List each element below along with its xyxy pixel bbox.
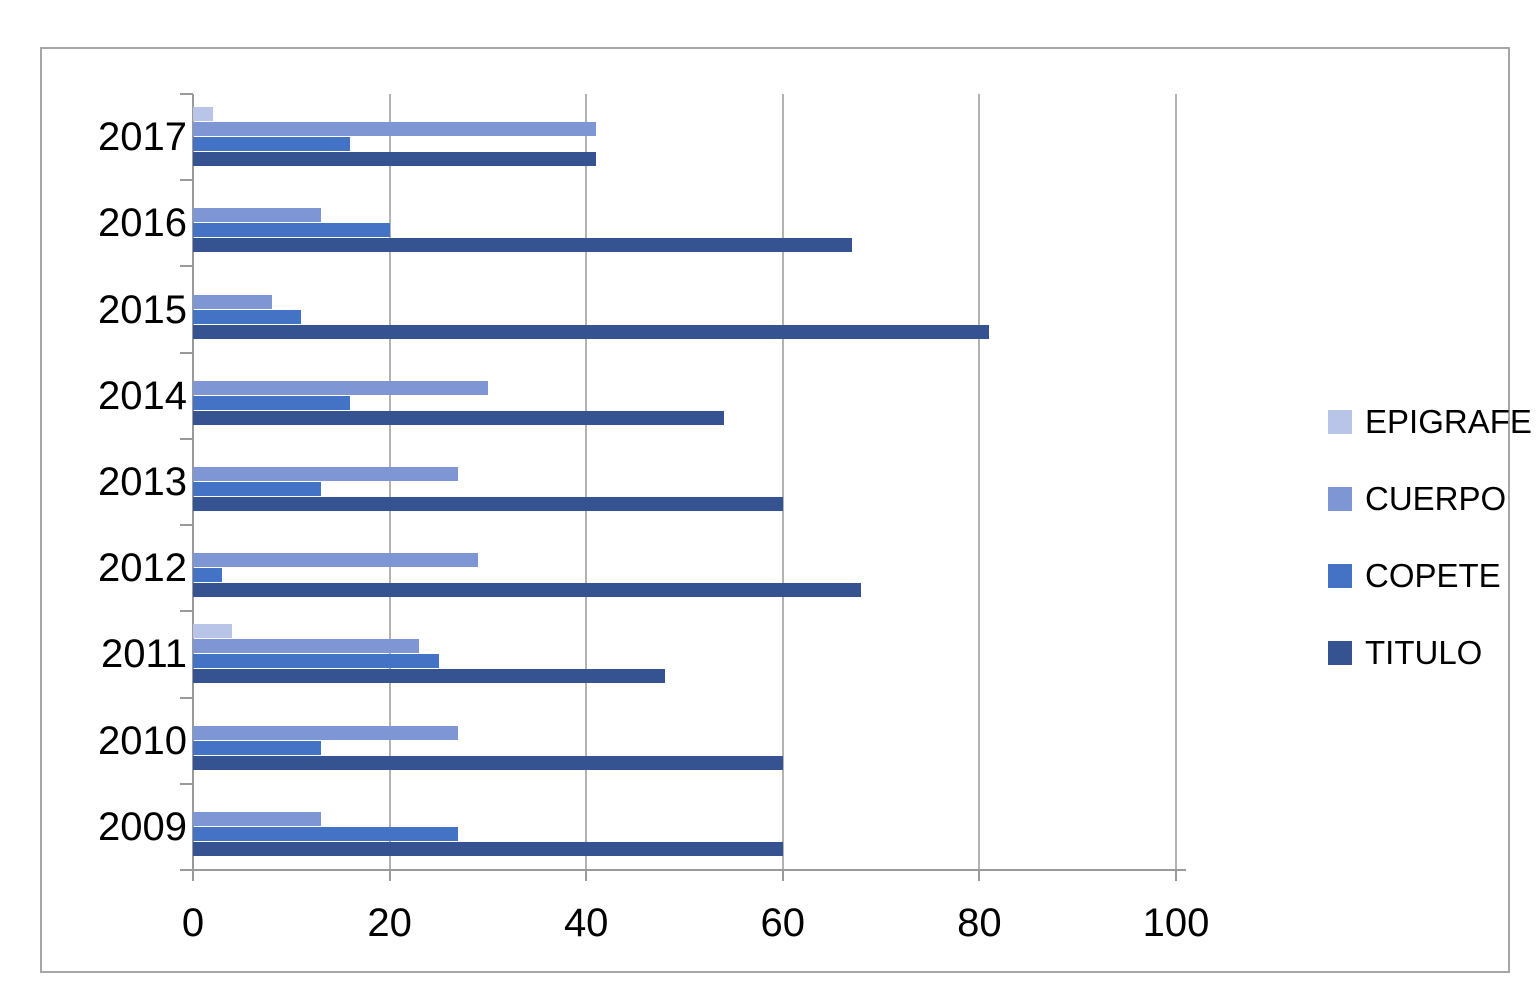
bar-epigrafe-2011 bbox=[193, 624, 233, 639]
gridline-x-80 bbox=[978, 94, 981, 870]
y-axis-tick bbox=[180, 351, 193, 354]
bar-titulo-2009 bbox=[193, 841, 783, 856]
bar-copete-2017 bbox=[193, 137, 351, 152]
bar-copete-2011 bbox=[193, 654, 439, 669]
y-axis-tick bbox=[180, 696, 193, 699]
x-axis-tick-80 bbox=[978, 870, 981, 881]
bar-copete-2015 bbox=[193, 309, 302, 324]
bar-copete-2009 bbox=[193, 826, 459, 841]
legend-item-epigrafe: EPIGRAFE bbox=[1328, 403, 1532, 440]
bar-copete-2012 bbox=[193, 568, 223, 583]
x-tick-label: 60 bbox=[760, 901, 806, 945]
legend-swatch-icon bbox=[1328, 410, 1352, 434]
x-tick-label: 100 bbox=[1142, 901, 1210, 945]
bar-copete-2016 bbox=[193, 223, 390, 238]
bar-titulo-2014 bbox=[193, 410, 724, 425]
bar-titulo-2013 bbox=[193, 497, 783, 511]
bar-titulo-2016 bbox=[193, 238, 852, 253]
bar-cuerpo-2012 bbox=[193, 553, 479, 568]
bar-cuerpo-2015 bbox=[193, 294, 272, 309]
y-axis-tick bbox=[180, 437, 193, 440]
x-axis-line bbox=[180, 869, 1186, 871]
bar-titulo-2010 bbox=[193, 755, 783, 770]
bar-titulo-2017 bbox=[193, 152, 597, 167]
legend-item-copete: COPETE bbox=[1328, 557, 1532, 594]
x-axis-tick-40 bbox=[585, 870, 588, 881]
legend-label: TITULO bbox=[1365, 634, 1483, 671]
gridline-x-60 bbox=[781, 94, 784, 870]
chart-frame: EPIGRAFE CUERPO COPETE TITULO 0 20 40 60 80 100 2… bbox=[40, 47, 1532, 973]
gridline-x-40 bbox=[585, 94, 588, 870]
legend-label: COPETE bbox=[1365, 557, 1501, 594]
bar-copete-2010 bbox=[193, 740, 321, 755]
y-tick-label-2011: 2011 bbox=[100, 632, 187, 677]
y-tick-label-2013: 2013 bbox=[98, 460, 187, 504]
y-tick-label-2010: 2010 bbox=[98, 718, 187, 763]
bar-copete-2014 bbox=[193, 395, 351, 410]
legend-swatch-icon bbox=[1328, 487, 1352, 511]
x-axis-tick-60 bbox=[781, 870, 784, 881]
bar-titulo-2011 bbox=[193, 669, 665, 684]
bar-cuerpo-2013 bbox=[193, 467, 459, 481]
legend-item-cuerpo: CUERPO bbox=[1328, 480, 1532, 517]
gridline-x-100 bbox=[1175, 94, 1177, 870]
y-tick-label-2015: 2015 bbox=[98, 287, 187, 332]
bar-titulo-2015 bbox=[193, 324, 990, 339]
y-axis-tick bbox=[180, 265, 193, 268]
y-tick-label-2009: 2009 bbox=[98, 804, 187, 849]
x-tick-label: 20 bbox=[367, 901, 412, 945]
legend-swatch-icon bbox=[1328, 564, 1352, 588]
bar-copete-2013 bbox=[193, 482, 321, 496]
legend-label: EPIGRAFE bbox=[1365, 403, 1532, 440]
bar-cuerpo-2010 bbox=[193, 725, 459, 740]
x-axis-tick-100 bbox=[1175, 870, 1177, 881]
y-tick-label-2017: 2017 bbox=[98, 115, 187, 160]
bar-epigrafe-2017 bbox=[193, 107, 213, 122]
chart-legend: EPIGRAFE CUERPO COPETE TITULO bbox=[1328, 403, 1532, 713]
bar-cuerpo-2009 bbox=[193, 811, 321, 826]
y-axis-tick bbox=[180, 782, 193, 785]
x-axis-tick-0 bbox=[192, 870, 194, 881]
bar-cuerpo-2016 bbox=[193, 208, 321, 223]
y-axis-tick bbox=[180, 179, 193, 182]
y-axis-tick bbox=[180, 524, 193, 527]
bar-cuerpo-2017 bbox=[193, 122, 597, 137]
legend-item-titulo: TITULO bbox=[1328, 634, 1532, 671]
gridline-x-20 bbox=[388, 94, 391, 870]
x-tick-label: 0 bbox=[181, 901, 205, 945]
bar-cuerpo-2011 bbox=[193, 639, 420, 654]
x-axis-tick-20 bbox=[388, 870, 391, 881]
y-axis-tick bbox=[180, 93, 193, 95]
y-tick-label-2014: 2014 bbox=[98, 373, 187, 418]
bar-titulo-2012 bbox=[193, 583, 862, 598]
x-tick-label: 40 bbox=[563, 901, 609, 945]
legend-swatch-icon bbox=[1328, 641, 1352, 665]
bar-cuerpo-2014 bbox=[193, 380, 488, 395]
y-tick-label-2012: 2012 bbox=[98, 546, 187, 591]
x-tick-label: 80 bbox=[957, 901, 1002, 945]
y-axis-tick bbox=[180, 610, 193, 613]
legend-label: CUERPO bbox=[1365, 480, 1507, 517]
y-tick-label-2016: 2016 bbox=[98, 201, 187, 246]
